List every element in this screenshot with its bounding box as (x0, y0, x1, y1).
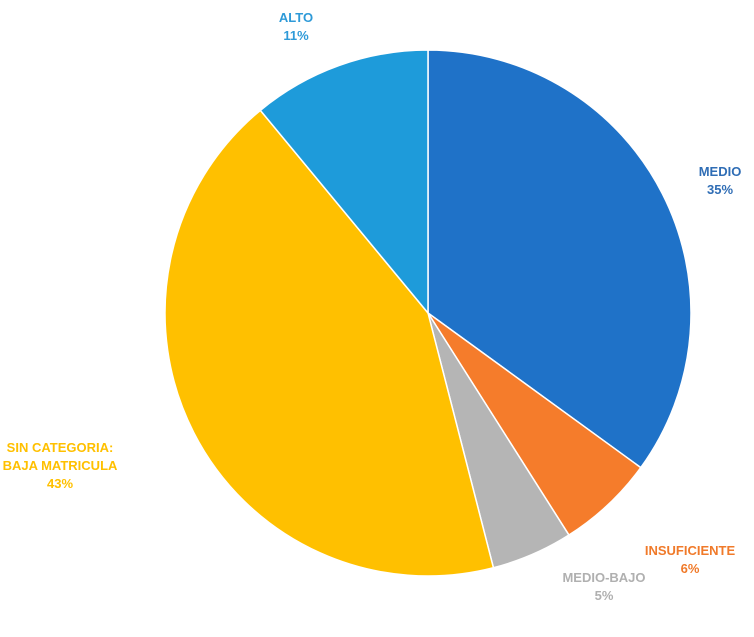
data-label-alto: ALTO 11% (279, 10, 313, 43)
data-label-medio: MEDIO 35% (699, 164, 742, 197)
labels-layer: MEDIO 35% INSUFICIENTE 6% MEDIO-BAJO 5% SIN CA… (3, 10, 742, 603)
data-label-category: MEDIO-BAJO (562, 570, 645, 585)
data-label-category: MEDIO (699, 164, 742, 179)
data-label-category: BAJA MATRICULA (3, 458, 118, 473)
pie-slice-alto (259, 49, 429, 316)
data-label-percent: 35% (707, 182, 733, 197)
pie-slice-medio (427, 49, 692, 469)
data-label-percent: 43% (47, 476, 73, 491)
data-label-percent: 6% (681, 561, 700, 576)
data-label-percent: 11% (283, 28, 309, 43)
data-label-insuficiente: INSUFICIENTE 6% (645, 543, 736, 576)
data-label-category: INSUFICIENTE (645, 543, 736, 558)
pie-slice-sin-categoria-baja-matricula (164, 109, 495, 577)
data-label-percent: 5% (595, 588, 614, 603)
data-label-category: ALTO (279, 10, 313, 25)
slices-layer (164, 49, 692, 577)
data-label-category: SIN CATEGORIA: (7, 440, 114, 455)
data-label-medio-bajo: MEDIO-BAJO 5% (562, 570, 645, 603)
data-label-sin-categoria-baja-matricula: SIN CATEGORIA: BAJA MATRICULA 43% (3, 440, 118, 491)
